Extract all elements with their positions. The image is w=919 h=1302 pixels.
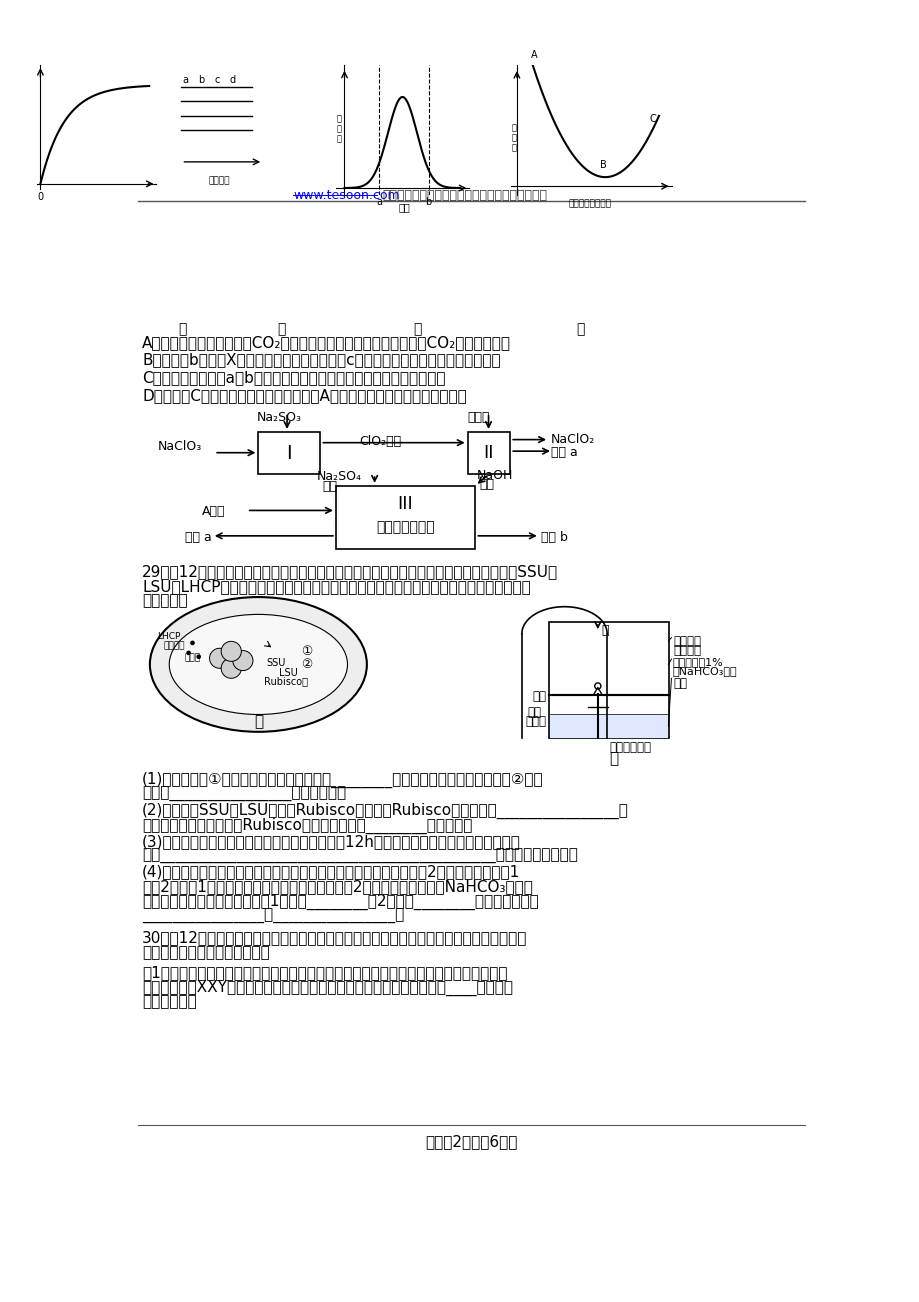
Text: 气体 b: 气体 b — [540, 531, 568, 544]
Text: SSU: SSU — [266, 659, 285, 668]
Text: 光: 光 — [600, 624, 607, 637]
Text: ①: ① — [301, 646, 312, 659]
Text: a: a — [376, 197, 382, 207]
Text: C．图丙中的温度在a、b两点时，酶分子结构都发生改变，故其活性较低: C．图丙中的温度在a、b两点时，酶分子结构都发生改变，故其活性较低 — [142, 370, 445, 385]
Text: 在位于________________的核糖体上。: 在位于________________的核糖体上。 — [142, 786, 346, 802]
Bar — [549, 622, 668, 738]
Text: 施用同一农药次数: 施用同一农药次数 — [567, 199, 610, 208]
Text: 气体 a: 气体 a — [185, 531, 211, 544]
Circle shape — [233, 651, 253, 671]
Text: 不同的配子。: 不同的配子。 — [142, 993, 197, 1009]
Text: 完全: 完全 — [527, 706, 540, 719]
Text: www.tesoon.com: www.tesoon.com — [293, 189, 400, 202]
Text: Na₂SO₄: Na₂SO₄ — [316, 470, 361, 483]
Text: ②: ② — [301, 659, 312, 672]
Text: 0: 0 — [38, 191, 43, 202]
Text: d: d — [229, 74, 235, 85]
Text: 酶
活
性: 酶 活 性 — [336, 115, 341, 143]
Text: 丙: 丙 — [413, 322, 421, 336]
Text: c: c — [214, 74, 220, 85]
Text: NaOH: NaOH — [476, 469, 513, 482]
Text: LSU: LSU — [279, 668, 298, 677]
Text: ________________和________________。: ________________和________________。 — [142, 909, 404, 923]
Bar — [335, 486, 475, 549]
Text: C: C — [649, 115, 655, 124]
Text: 染色体组成为XXY果蝇，则该果蝇如果能进行正常的减数分裂，则可形成____种染色体: 染色体组成为XXY果蝇，则该果蝇如果能进行正常的减数分裂，则可形成____种染色… — [142, 979, 513, 996]
Text: Na₂SO₃: Na₂SO₃ — [256, 411, 301, 424]
Bar — [550, 715, 667, 738]
Circle shape — [210, 648, 230, 668]
Circle shape — [221, 642, 241, 661]
Text: 温度: 温度 — [398, 202, 409, 212]
Text: 溶液: 溶液 — [479, 478, 494, 491]
Circle shape — [221, 659, 241, 678]
Text: LSU和LHCP表示三种不同的蛋白质），乙图表示该植物进行某实验的装置图。请据图分析: LSU和LHCP表示三种不同的蛋白质），乙图表示该植物进行某实验的装置图。请据图… — [142, 579, 530, 594]
Text: NaClO₂: NaClO₂ — [550, 434, 595, 447]
Text: 气体 a: 气体 a — [550, 445, 577, 458]
Ellipse shape — [150, 598, 367, 732]
Text: (4)从植物细胞中提取完整的线粒体和叶绿体，制成悬浮液，分别加入2支试管中，标号为1: (4)从植物细胞中提取完整的线粒体和叶绿体，制成悬浮液，分别加入2支试管中，标号… — [142, 865, 520, 880]
Text: b: b — [198, 74, 204, 85]
Text: 乙: 乙 — [608, 751, 618, 767]
Text: Rubisco酶: Rubisco酶 — [264, 676, 308, 686]
Text: A: A — [530, 49, 537, 60]
Text: 溶液: 溶液 — [323, 479, 337, 492]
Text: b: b — [425, 197, 431, 207]
Text: ClO₂气体: ClO₂气体 — [358, 435, 401, 448]
Text: 隔板: 隔板 — [531, 690, 545, 703]
Circle shape — [196, 655, 201, 659]
Text: 培养液: 培养液 — [525, 715, 546, 728]
Text: 30．（12分）科学家在研究果蝇时，发现果蝇的眼色中有红色、杏红色、白色三种表现型，: 30．（12分）科学家在研究果蝇时，发现果蝇的眼色中有红色、杏红色、白色三种表现… — [142, 930, 527, 945]
Text: I: I — [286, 444, 292, 462]
Text: （1）若某果蝇在精子形成过程中，因为减数分裂时同源染色体未分离，受精后形成了一只: （1）若某果蝇在精子形成过程中，因为减数分裂时同源染色体未分离，受精后形成了一只 — [142, 965, 507, 979]
Text: 害
虫
数: 害 虫 数 — [511, 122, 516, 152]
Text: 本卷第2页（共6页）: 本卷第2页（共6页） — [425, 1134, 517, 1150]
Text: D．图丁中C点时害虫种群抗药基因频率比A点时的害虫种群抗药基因频率要大: D．图丁中C点时害虫种群抗药基因频率比A点时的害虫种群抗药基因频率要大 — [142, 388, 466, 404]
Text: LHCP: LHCP — [157, 631, 181, 641]
Text: 身色有黄身、黑身两种表现型。: 身色有黄身、黑身两种表现型。 — [142, 945, 269, 960]
Text: a: a — [183, 74, 188, 85]
Text: (3)若将乙图密闭装置在适宜光照强度下每天光照12h，几周后，植物死亡，分析其原因可: (3)若将乙图密闭装置在适宜光照强度下每天光照12h，几周后，植物死亡，分析其原… — [142, 833, 520, 849]
Circle shape — [190, 641, 195, 646]
Text: 号、2号，在1号试管中加入适量的葡萄糖溶液，在2号试管中加入等量的NaHCO₃溶液，: 号、2号，在1号试管中加入适量的葡萄糖溶液，在2号试管中加入等量的NaHCO₃溶… — [142, 879, 532, 894]
Text: (1)图中的过程①需要与基因启动部位结合的________酶进行催化。由图分析，过程②发生: (1)图中的过程①需要与基因启动部位结合的________酶进行催化。由图分析，… — [142, 772, 543, 789]
Text: 给予充足光照，观察到的现象是1号试管________，2号试管________，其原因分别是: 给予充足光照，观察到的现象是1号试管________，2号试管________，… — [142, 894, 539, 910]
Text: III: III — [397, 495, 413, 513]
Text: 类囊体膜: 类囊体膜 — [164, 642, 185, 650]
Ellipse shape — [169, 615, 347, 715]
Text: 甲: 甲 — [254, 715, 263, 729]
Text: B: B — [600, 160, 607, 171]
Text: B．图乙中b阶段用X射线照射可诱发基因突变，c阶段用秋水仙素能抑制纺锤体的形成: B．图乙中b阶段用X射线照射可诱发基因突变，c阶段用秋水仙素能抑制纺锤体的形成 — [142, 353, 500, 367]
Text: 能是____________________________________________（写出两点原因）。: 能是______________________________________… — [142, 849, 577, 863]
Text: A．图甲中如果横坐标表示CO₂的浓度，则纵坐标能表示绿色植物对CO₂的净吸收速率: A．图甲中如果横坐标表示CO₂的浓度，则纵坐标能表示绿色植物对CO₂的净吸收速率 — [142, 335, 511, 350]
Text: 丁: 丁 — [575, 322, 584, 336]
Text: 质量分数为1%: 质量分数为1% — [673, 656, 723, 667]
Text: 29．（12分）甲图表示某植物在红光照射下，叶肉细胞中发生的一系列生化反应（图中的SSU、: 29．（12分）甲图表示某植物在红光照射下，叶肉细胞中发生的一系列生化反应（图中… — [142, 564, 558, 579]
Text: 离子隔膜电解池: 离子隔膜电解池 — [376, 521, 435, 534]
Text: 玻璃钟罩: 玻璃钟罩 — [673, 644, 700, 658]
Text: II: II — [483, 444, 494, 462]
Text: 回答问题。: 回答问题。 — [142, 594, 187, 608]
Text: NaClO₃: NaClO₃ — [157, 440, 201, 453]
Text: 乙: 乙 — [278, 322, 286, 336]
Text: （适宜温度）: （适宜温度） — [608, 741, 651, 754]
Text: A溶液: A溶液 — [201, 505, 225, 518]
Text: 甲: 甲 — [178, 322, 187, 336]
Bar — [258, 432, 320, 474]
Text: 无色透明: 无色透明 — [673, 635, 700, 648]
Circle shape — [186, 651, 191, 655]
Text: 水槽: 水槽 — [673, 677, 686, 690]
Text: 双氧水: 双氧水 — [467, 411, 490, 424]
Text: (2)甲图中的SSU和LSU组装成Rubisco酶，说明Rubisco酶的合成受________________控: (2)甲图中的SSU和LSU组装成Rubisco酶，说明Rubisco酶的合成受… — [142, 803, 629, 819]
Text: 核糖体: 核糖体 — [185, 652, 200, 661]
Text: 的NaHCO₃溶液: 的NaHCO₃溶液 — [673, 667, 737, 676]
Bar — [467, 432, 510, 474]
Text: 细胞分裂: 细胞分裂 — [208, 176, 230, 185]
Text: 天星教育网，因你而精彩！版权所有，侵权必究！: 天星教育网，因你而精彩！版权所有，侵权必究！ — [382, 189, 547, 202]
Text: 制。从其分布位置推断，Rubisco酶与光合作用的________阶段有关。: 制。从其分布位置推断，Rubisco酶与光合作用的________阶段有关。 — [142, 818, 472, 833]
